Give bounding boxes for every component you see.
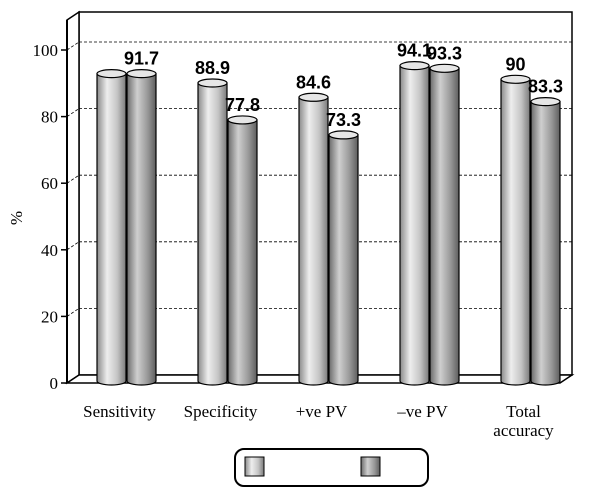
bars <box>96 61 561 386</box>
data-label: 90 <box>505 54 525 74</box>
y-tick-label: 100 <box>33 41 59 60</box>
bar-body <box>197 82 228 386</box>
bar-s2-2 <box>227 115 258 386</box>
bar-s2-5 <box>530 97 561 386</box>
bar-top <box>328 130 359 140</box>
legend <box>234 448 429 487</box>
bar-s2-4 <box>429 63 460 386</box>
bar-body <box>328 134 359 386</box>
bar-body <box>298 96 329 386</box>
bar-top <box>429 63 460 73</box>
legend-swatch-series-1 <box>244 456 265 477</box>
y-tick-label: 60 <box>41 174 58 193</box>
bar-top <box>227 115 258 125</box>
category-label: Total accuracy <box>493 402 554 440</box>
bar-body <box>399 65 430 386</box>
bar-top <box>96 69 127 79</box>
y-axis-title: % <box>7 211 26 225</box>
bar-top <box>530 97 561 107</box>
bar-s1-1 <box>96 69 127 386</box>
bar-top <box>298 92 329 102</box>
bar-body <box>500 78 531 386</box>
bar-top <box>126 69 157 79</box>
data-label: 93.3 <box>427 43 462 63</box>
bar-top <box>399 61 430 71</box>
y-tick-label: 80 <box>41 108 58 127</box>
gridline <box>66 108 80 117</box>
y-tick-label: 40 <box>41 241 58 260</box>
data-label: 73.3 <box>326 110 361 130</box>
bar-s1-2 <box>197 78 228 386</box>
gridline <box>66 241 80 251</box>
bar-s2-3 <box>328 130 359 386</box>
bar-s1-3 <box>298 92 329 386</box>
bar-body <box>227 119 258 386</box>
category-label: Specificity <box>184 402 258 421</box>
y-tick-label: 20 <box>41 307 58 326</box>
bar-top <box>500 74 531 84</box>
bar-body <box>530 101 561 386</box>
bar-body <box>429 67 460 386</box>
legend-swatch-series-2 <box>360 456 381 477</box>
data-label: 91.7 <box>124 49 159 69</box>
category-label: –ve PV <box>396 402 448 421</box>
data-label: 77.8 <box>225 95 260 115</box>
category-label: Sensitivity <box>83 402 156 421</box>
data-label: 94.1 <box>397 41 432 61</box>
data-label: 83.3 <box>528 77 563 97</box>
bar-top <box>197 78 228 88</box>
category-label: +ve PV <box>296 402 348 421</box>
data-label: 88.9 <box>195 58 230 78</box>
bar-body <box>126 73 157 386</box>
bar-body <box>96 73 127 386</box>
data-label: 84.6 <box>296 72 331 92</box>
side-wall <box>66 10 80 385</box>
x-axis-labels: Sensitivity Specificity +ve PV –ve PV Total a… <box>83 402 554 440</box>
bar-s1-4 <box>399 61 430 386</box>
y-axis: 0 20 40 60 80 100 <box>33 20 68 393</box>
gridline <box>66 174 80 184</box>
y-tick-label: 0 <box>50 374 59 393</box>
bar-s2-1 <box>126 69 157 386</box>
gridline <box>66 308 80 317</box>
bar-s1-5 <box>500 74 531 386</box>
gridline <box>66 41 80 51</box>
